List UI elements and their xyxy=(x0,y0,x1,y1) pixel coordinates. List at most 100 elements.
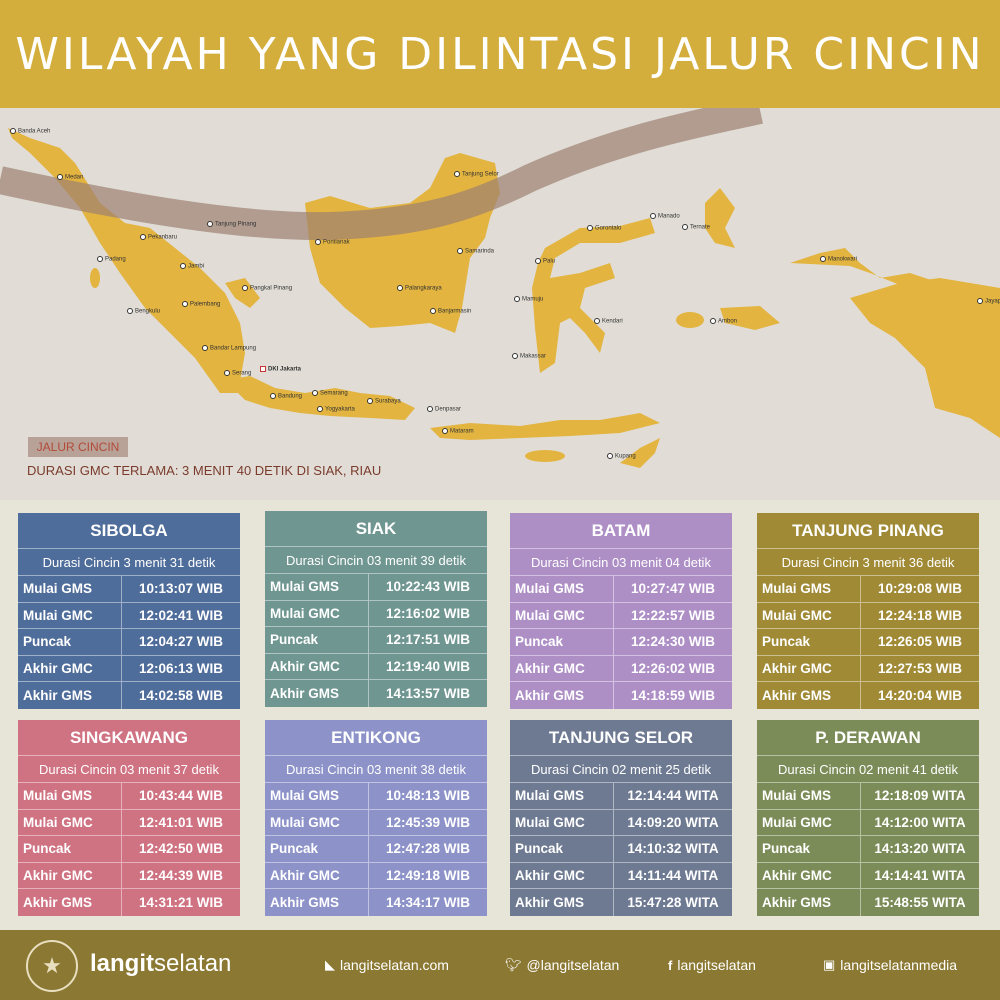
phase-label: Mulai GMC xyxy=(265,600,369,626)
brand-name: langitselatan xyxy=(90,950,231,978)
city-marker-icon xyxy=(224,370,230,376)
phase-time: 14:02:58 WIB xyxy=(138,687,224,703)
city-name: Pangkal Pinang xyxy=(250,285,293,292)
phase-label: Mulai GMC xyxy=(757,809,861,835)
table-row: Mulai GMC 12:02:41 WIB xyxy=(18,602,240,629)
city-name: Ambon xyxy=(718,318,738,325)
table-row: Mulai GMC 14:09:20 WITA xyxy=(510,809,732,836)
city-label: Manado xyxy=(648,213,680,220)
location-table: SINGKAWANG Durasi Cincin 03 menit 37 deti… xyxy=(18,720,240,916)
phase-time: 12:24:18 WIB xyxy=(877,607,963,623)
location-name: TANJUNG SELOR xyxy=(510,720,732,756)
phase-label: Akhir GMC xyxy=(510,655,614,681)
table-row: Mulai GMS 10:43:44 WIB xyxy=(18,783,240,810)
phase-label: Mulai GMS xyxy=(510,576,614,602)
phase-label: Akhir GMS xyxy=(18,682,122,709)
city-label: Yogyakarta xyxy=(315,406,355,413)
phase-time: 12:02:41 WIB xyxy=(138,607,224,623)
langitselatan-logo: ★ xyxy=(26,940,78,992)
phase-label: Akhir GMS xyxy=(265,680,369,707)
city-label: Mamuju xyxy=(512,296,543,303)
sumba xyxy=(525,450,565,462)
website-link[interactable]: ◣ langitselatan.com xyxy=(325,957,449,973)
table-row: Puncak 14:10:32 WITA xyxy=(510,836,732,863)
phase-time: 12:22:57 WIB xyxy=(630,607,716,623)
phase-label: Akhir GMS xyxy=(757,682,861,709)
city-name: Jambi xyxy=(188,263,205,270)
city-marker-icon xyxy=(820,256,826,262)
phase-time: 12:27:53 WIB xyxy=(877,660,963,676)
city-marker-icon xyxy=(512,353,518,359)
city-marker-icon xyxy=(10,128,16,134)
phase-label: Akhir GMC xyxy=(265,653,369,679)
sulawesi xyxy=(532,218,655,373)
table-row: Akhir GMS 14:02:58 WIB xyxy=(18,682,240,709)
phase-label: Puncak xyxy=(510,629,614,655)
phase-time: 10:22:43 WIB xyxy=(385,579,471,595)
city-label: Pontianak xyxy=(313,239,350,246)
city-label: Banjarmasin xyxy=(428,308,471,315)
city-label: Samarinda xyxy=(455,248,494,255)
brand-light: selatan xyxy=(154,950,232,977)
twitter-link[interactable]: 🐦︎ @langitselatan xyxy=(505,957,619,973)
city-label: Gorontalo xyxy=(585,225,621,232)
phase-time: 12:42:50 WIB xyxy=(138,841,224,857)
papua-south xyxy=(850,278,1000,438)
city-marker-icon xyxy=(710,318,716,324)
ring-duration: Durasi Cincin 3 menit 31 detik xyxy=(18,549,240,576)
city-name: Jayapura xyxy=(985,298,1000,305)
phase-label: Puncak xyxy=(18,629,122,655)
timor xyxy=(620,438,660,468)
city-name: Palu xyxy=(543,258,556,265)
city-label: Tanjung Pinang xyxy=(205,221,256,228)
city-marker-icon xyxy=(317,406,323,412)
city-marker-icon xyxy=(202,345,208,351)
city-marker-icon xyxy=(270,393,276,399)
location-name: SIBOLGA xyxy=(18,513,240,549)
table-row: Puncak 12:17:51 WIB xyxy=(265,627,487,654)
city-marker-icon xyxy=(607,453,613,459)
instagram-text: langitselatanmedia xyxy=(840,957,958,973)
city-marker-icon xyxy=(260,366,266,372)
city-label: Mataram xyxy=(440,428,474,435)
table-row: Mulai GMS 10:22:43 WIB xyxy=(265,574,487,601)
city-label: Ambon xyxy=(708,318,737,325)
phase-time: 15:48:55 WITA xyxy=(874,894,966,910)
table-row: Akhir GMS 15:48:55 WITA xyxy=(757,889,979,916)
city-marker-icon xyxy=(312,390,318,396)
city-name: Mamuju xyxy=(522,296,544,303)
phase-label: Mulai GMC xyxy=(510,809,614,835)
location-table: SIAK Durasi Cincin 03 menit 39 detik Mulai… xyxy=(265,511,487,707)
city-marker-icon xyxy=(430,308,436,314)
phase-label: Puncak xyxy=(757,629,861,655)
phase-time: 14:11:44 WITA xyxy=(627,867,719,883)
table-row: Mulai GMS 10:29:08 WIB xyxy=(757,576,979,603)
website-text: langitselatan.com xyxy=(340,957,449,973)
location-name: SINGKAWANG xyxy=(18,720,240,756)
city-name: Yogyakarta xyxy=(325,406,355,413)
city-marker-icon xyxy=(977,298,983,304)
phase-time: 14:13:57 WIB xyxy=(385,685,471,701)
phase-time: 12:26:02 WIB xyxy=(630,660,716,676)
instagram-link[interactable]: ▣ langitselatanmedia xyxy=(823,957,957,973)
phase-label: Puncak xyxy=(510,836,614,862)
location-table: TANJUNG PINANG Durasi Cincin 3 menit 36 d… xyxy=(757,513,979,709)
city-name: Makassar xyxy=(520,353,547,360)
phase-time: 14:13:20 WITA xyxy=(874,841,966,857)
city-name: Denpasar xyxy=(435,406,462,413)
city-label: Surabaya xyxy=(365,398,401,405)
phase-time: 14:14:41 WITA xyxy=(874,867,966,883)
ring-path-legend: JALUR CINCIN xyxy=(28,437,128,457)
phase-label: Mulai GMS xyxy=(757,783,861,809)
city-marker-icon xyxy=(454,171,460,177)
phase-time: 12:24:30 WIB xyxy=(630,634,716,650)
facebook-link[interactable]: f langitselatan xyxy=(668,957,756,973)
phase-label: Akhir GMC xyxy=(18,655,122,681)
phase-time: 12:47:28 WIB xyxy=(385,841,471,857)
city-label: Jayapura xyxy=(975,298,1000,305)
city-label: Ternate xyxy=(680,224,710,231)
city-label: Denpasar xyxy=(425,406,461,413)
ring-duration: Durasi Cincin 02 menit 25 detik xyxy=(510,756,732,783)
ring-duration: Durasi Cincin 03 menit 38 detik xyxy=(265,756,487,783)
city-label: Banda Aceh xyxy=(8,128,50,135)
